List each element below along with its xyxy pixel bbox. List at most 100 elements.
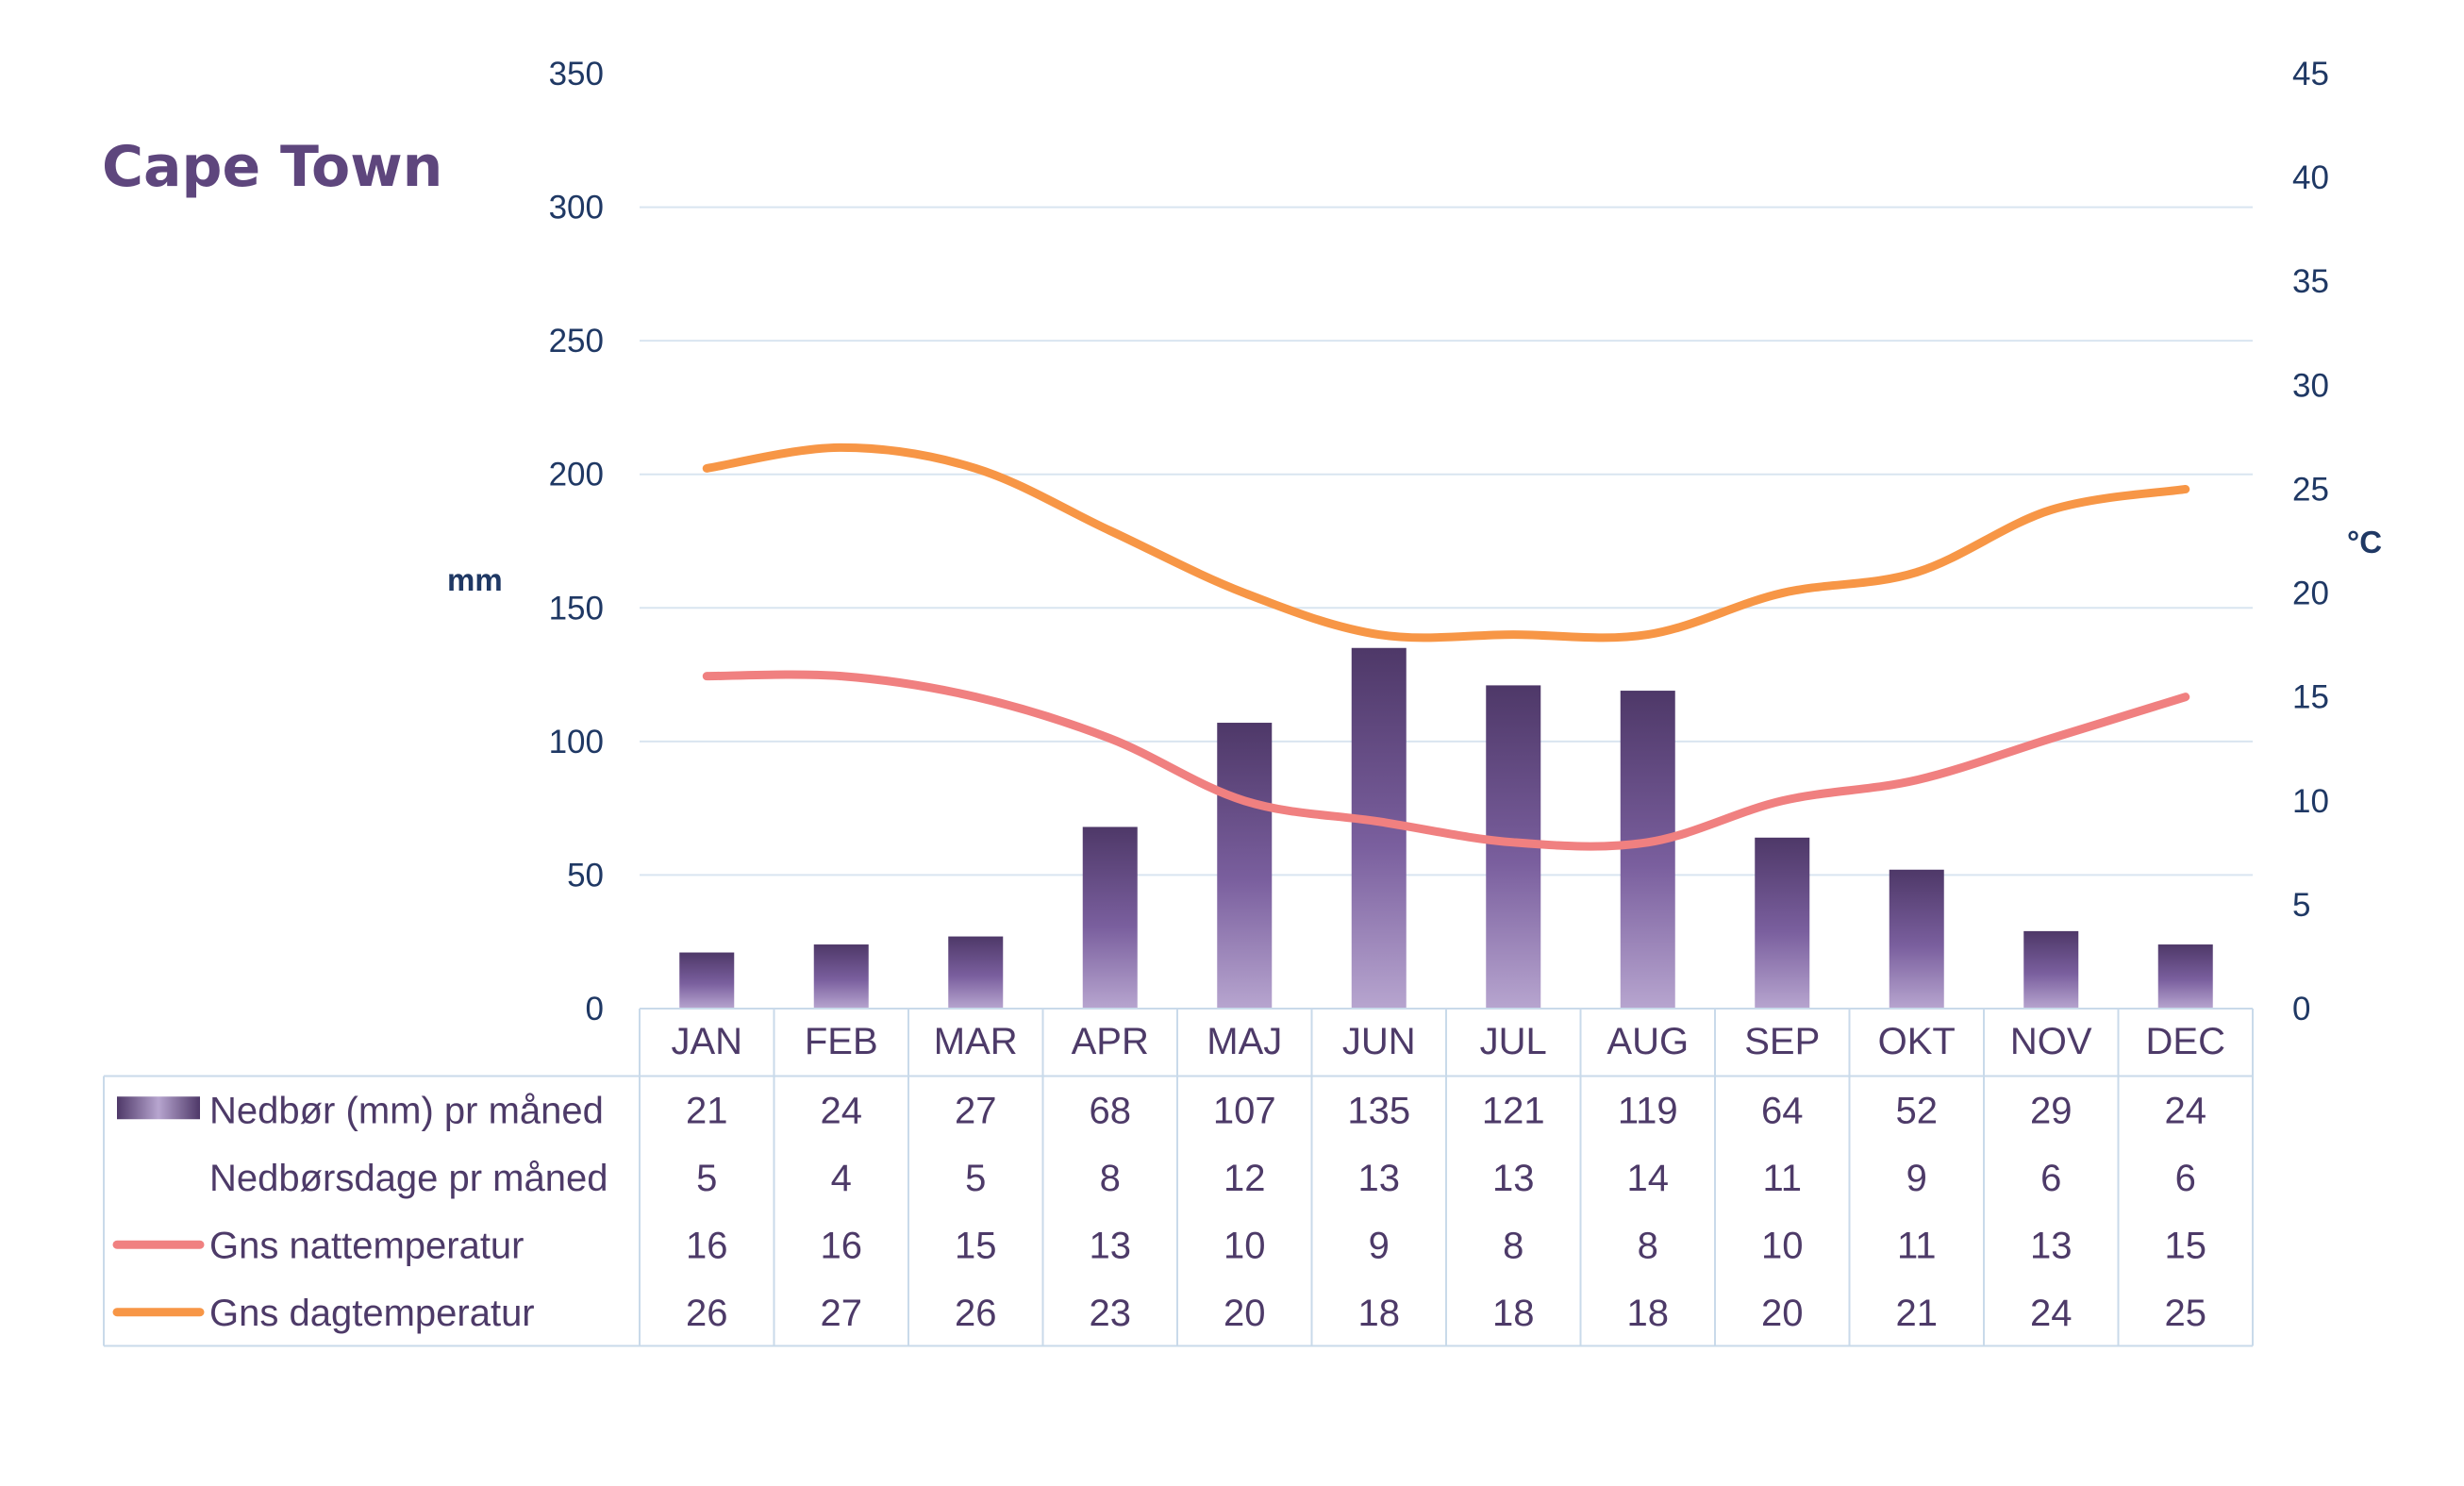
y-left-tick-label: 100	[549, 724, 604, 760]
bar	[2157, 944, 2213, 1009]
bar	[1082, 826, 1138, 1009]
data-table: JAN FEB MAR APR MAJ JUN JUL AUG SEP OKT NOV DEC Nedb…	[103, 1008, 2254, 1347]
table-cell: 27	[955, 1090, 997, 1131]
series-line	[702, 442, 2190, 643]
table-cell: 27	[821, 1293, 863, 1334]
bar	[1217, 723, 1273, 1009]
table-cell: 107	[1213, 1090, 1276, 1131]
bar	[813, 944, 869, 1009]
table-cell: 15	[955, 1225, 997, 1266]
table-cell: 20	[1761, 1293, 1804, 1334]
right-axis-unit: °C	[2347, 525, 2383, 559]
series-label: Nedbør (mm) pr måned	[209, 1090, 604, 1131]
grid	[640, 206, 2253, 877]
table-cell: 18	[1492, 1293, 1535, 1334]
y-right-tick-label: 45	[2292, 56, 2329, 92]
table-cell: 9	[1906, 1158, 1927, 1199]
table-cell: 119	[1618, 1090, 1678, 1131]
table-cell: 135	[1347, 1090, 1410, 1131]
x-tick-label: NOV	[2010, 1021, 2092, 1062]
y-right-tick-label: 5	[2292, 887, 2310, 924]
x-tick-label: MAJ	[1207, 1021, 1282, 1062]
table-cell: 13	[2030, 1225, 2073, 1266]
x-tick-label: SEP	[1744, 1021, 1820, 1062]
series-line	[702, 670, 2190, 851]
table-cell: 8	[1638, 1225, 1658, 1266]
table-cell: 26	[955, 1293, 997, 1334]
y-left-tick-label: 250	[549, 323, 604, 359]
series-label: Gns nattemperatur	[209, 1225, 524, 1266]
x-tick-label: OKT	[1878, 1021, 1956, 1062]
bar	[948, 936, 1004, 1009]
table-cell: 24	[2030, 1293, 2073, 1334]
bars	[679, 647, 2213, 1009]
table-cell: 10	[1224, 1225, 1266, 1266]
table-cell: 13	[1492, 1158, 1535, 1199]
table-cell: 24	[2165, 1090, 2207, 1131]
y-right-tick-label: 30	[2292, 367, 2329, 404]
table-cell: 8	[1503, 1225, 1523, 1266]
table-cell: 8	[1100, 1158, 1121, 1199]
y-right-tick-label: 25	[2292, 471, 2329, 508]
x-tick-label: APR	[1072, 1021, 1149, 1062]
y-right-tick-label: 20	[2292, 576, 2329, 612]
table-cell: 11	[1762, 1158, 1802, 1199]
table-cell: 13	[1358, 1158, 1401, 1199]
table-cell: 6	[2175, 1158, 2196, 1199]
bar	[2023, 930, 2079, 1009]
legend-key-bar	[117, 1096, 200, 1120]
left-axis-unit: mm	[447, 562, 503, 597]
table-cell: 16	[686, 1225, 728, 1266]
table-cell: 9	[1369, 1225, 1390, 1266]
table-cell: 21	[1896, 1293, 1939, 1334]
table-cell: 5	[696, 1158, 717, 1199]
table-cell: 25	[2165, 1293, 2207, 1334]
y-right-tick-label: 40	[2292, 159, 2329, 196]
table-cell: 18	[1358, 1293, 1401, 1334]
x-tick-label: FEB	[805, 1021, 878, 1062]
y-left-tick-label: 200	[549, 457, 604, 493]
table-cell: 21	[686, 1090, 728, 1131]
table-cell: 24	[821, 1090, 863, 1131]
table-cell: 12	[1224, 1158, 1266, 1199]
y-left-tick-label: 0	[586, 991, 604, 1027]
table-cell: 14	[1627, 1158, 1670, 1199]
table-cell: 26	[686, 1293, 728, 1334]
series-label: Nedbørsdage pr måned	[209, 1158, 608, 1199]
bar	[1755, 837, 1810, 1009]
chart-title: Cape Town	[102, 134, 443, 200]
table-cell: 13	[1090, 1225, 1132, 1266]
table-cell: 16	[821, 1225, 863, 1266]
y-left-tick-label: 350	[549, 56, 604, 92]
table-cell: 52	[1896, 1090, 1939, 1131]
x-tick-label: JAN	[671, 1021, 742, 1062]
table-cell: 10	[1761, 1225, 1804, 1266]
y-left-tick-label: 150	[549, 590, 604, 626]
series-label: Gns dagtemperatur	[209, 1293, 535, 1334]
bar	[1889, 869, 1944, 1009]
y-right-tick-label: 0	[2292, 991, 2310, 1027]
bar	[1620, 691, 1675, 1009]
table-cell: 68	[1090, 1090, 1132, 1131]
y-right-tick-label: 10	[2292, 783, 2329, 820]
table-cell: 23	[1090, 1293, 1132, 1334]
table-cell: 11	[1897, 1225, 1937, 1266]
table-cell: 4	[831, 1158, 852, 1199]
x-tick-label: AUG	[1607, 1021, 1689, 1062]
table-cell: 18	[1627, 1293, 1670, 1334]
x-tick-label: MAR	[934, 1021, 1018, 1062]
y-right-tick-label: 15	[2292, 679, 2329, 716]
table-cell: 64	[1761, 1090, 1804, 1131]
table-cell: 6	[2040, 1158, 2061, 1199]
table-cell: 20	[1224, 1293, 1266, 1334]
x-tick-label: DEC	[2146, 1021, 2225, 1062]
y-right-tick-label: 35	[2292, 263, 2329, 300]
table-cell: 29	[2030, 1090, 2073, 1131]
y-left-tick-label: 300	[549, 190, 604, 226]
table-cell: 15	[2165, 1225, 2207, 1266]
x-tick-label: JUL	[1480, 1021, 1547, 1062]
lines	[702, 442, 2190, 851]
table-cell: 121	[1482, 1090, 1545, 1131]
y-left-tick-label: 50	[567, 857, 604, 893]
